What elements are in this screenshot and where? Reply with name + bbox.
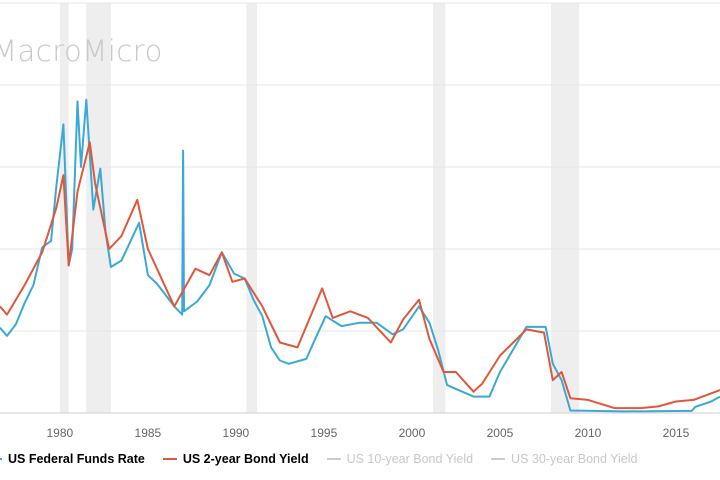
legend-item-2-year[interactable]: US 2-year Bond Yield — [162, 452, 309, 466]
legend-swatch — [326, 458, 341, 460]
macromicro-watermark: MacroMicro — [0, 34, 163, 68]
x-tick-label: 2010 — [575, 426, 602, 440]
legend-swatch — [162, 458, 177, 460]
x-tick-label: 1990 — [223, 426, 250, 440]
recession-band — [59, 3, 69, 413]
legend-label: US 10-year Bond Yield — [346, 452, 474, 466]
legend-swatch — [491, 458, 506, 460]
series-line-2-year-yield — [0, 141, 720, 410]
legend-label: US 30-year Bond Yield — [511, 452, 638, 466]
legend-label: US 2-year Bond Yield — [182, 452, 309, 466]
x-tick-label: 2005 — [487, 426, 514, 440]
recession-band — [246, 3, 258, 413]
chart-legend: US Federal Funds Rate US 2-year Bond Yie… — [0, 452, 656, 466]
x-tick-label: 1980 — [47, 426, 74, 440]
legend-item-10-year[interactable]: US 10-year Bond Yield — [326, 452, 474, 466]
legend-label: US Federal Funds Rate — [8, 452, 145, 466]
chart-plot-area: 1980 1985 1990 1995 2000 2005 2010 2015 — [0, 2, 720, 440]
legend-item-fed-funds[interactable]: US Federal Funds Rate — [0, 452, 145, 466]
x-tick-label: 1995 — [311, 426, 338, 440]
legend-swatch — [0, 458, 2, 460]
legend-item-30-year[interactable]: US 30-year Bond Yield — [491, 452, 638, 466]
recession-band — [551, 3, 580, 413]
x-tick-label: 2000 — [399, 426, 426, 440]
x-tick-label: 2015 — [663, 426, 690, 440]
recession-band — [86, 3, 111, 413]
x-tick-label: 1985 — [135, 426, 162, 440]
recession-band — [433, 3, 446, 413]
